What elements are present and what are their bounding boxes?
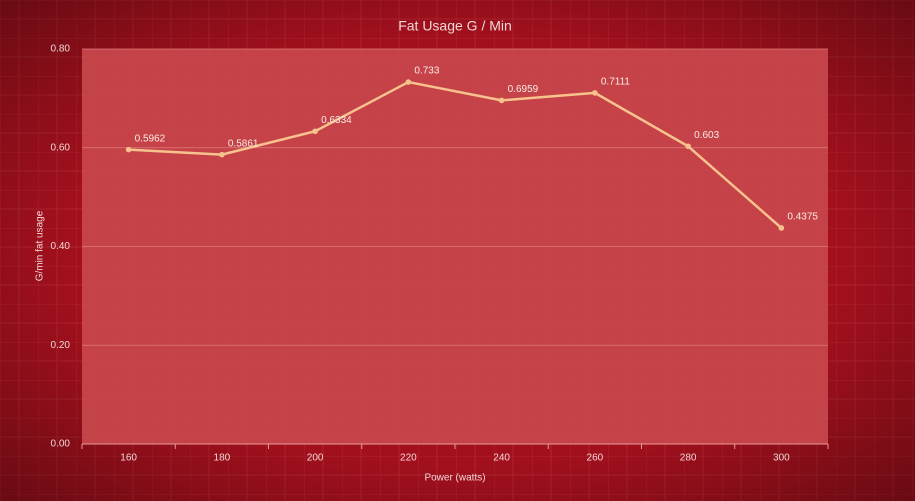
x-axis-label: Power (watts) [424,473,485,484]
x-tick-label: 280 [680,453,697,464]
chart-title: Fat Usage G / Min [398,18,512,34]
y-tick-label: 0.60 [51,142,71,153]
data-label: 0.5861 [228,138,259,149]
y-axis-label: G/min fat usage [35,210,46,281]
data-label: 0.6959 [508,84,539,95]
point [592,90,598,96]
data-label: 0.7111 [601,77,631,88]
y-tick-label: 0.40 [51,241,71,252]
data-label: 0.733 [414,66,439,77]
data-label: 0.5962 [135,133,166,144]
x-tick-label: 160 [120,453,137,464]
point [685,143,691,150]
y-tick-label: 0.80 [51,44,71,55]
x-tick-label: 260 [587,453,604,464]
point [405,79,412,85]
y-tick-label: 0.00 [51,439,71,450]
x-tick-label: 300 [773,453,790,464]
point [219,151,225,158]
x-tick-label: 180 [214,453,231,464]
x-tick-label: 220 [400,453,417,464]
data-label: 0.6334 [321,115,352,126]
data-label: 0.603 [694,130,719,141]
x-tick-label: 240 [493,453,510,464]
point [498,97,505,104]
y-tick-label: 0.20 [51,340,71,351]
data-label: 0.4375 [787,212,818,223]
point [778,225,785,231]
line [128,80,783,229]
x-tick-label: 200 [307,453,324,464]
point [312,128,318,135]
point [125,146,132,153]
